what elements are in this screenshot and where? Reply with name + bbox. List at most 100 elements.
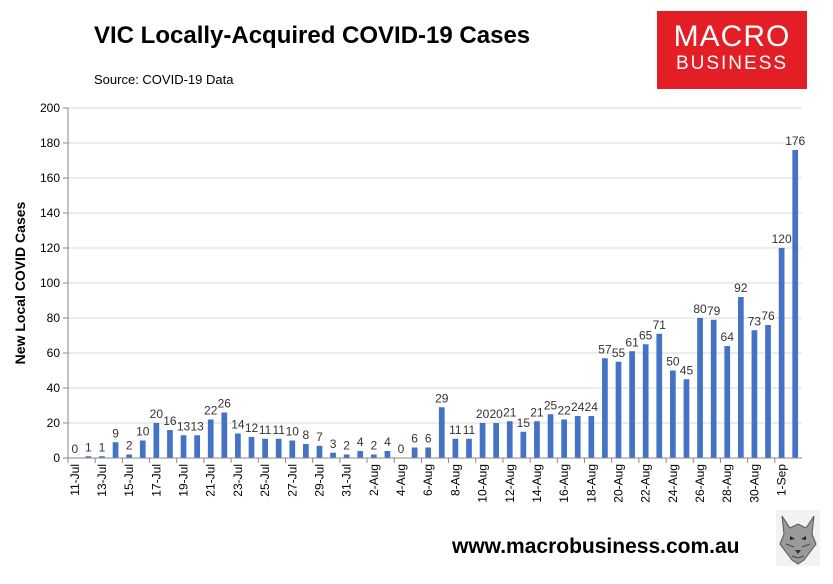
y-tick-label: 20 — [47, 416, 61, 430]
bar — [207, 419, 214, 458]
data-label: 2 — [370, 439, 377, 453]
data-label: 21 — [530, 405, 544, 419]
data-label: 7 — [316, 430, 323, 444]
bar — [737, 297, 744, 458]
bar — [656, 333, 663, 458]
x-tick-label: 8-Aug — [448, 464, 462, 496]
y-tick-label: 200 — [40, 101, 60, 115]
bar — [262, 438, 268, 458]
data-label: 57 — [598, 342, 612, 356]
bar — [221, 412, 228, 458]
data-label: 26 — [218, 397, 232, 411]
data-label: 176 — [785, 134, 805, 148]
data-label: 0 — [71, 442, 78, 456]
bar — [235, 433, 241, 458]
data-label: 11 — [463, 423, 476, 437]
x-tick-label: 14-Aug — [530, 464, 544, 503]
data-label: 92 — [734, 281, 748, 295]
x-tick-label: 25-Jul — [258, 464, 272, 497]
bar — [547, 414, 554, 458]
data-label: 15 — [517, 416, 531, 430]
data-label: 16 — [163, 414, 177, 428]
data-label: 13 — [177, 419, 191, 433]
data-label: 45 — [680, 363, 694, 377]
y-tick-label: 140 — [40, 206, 60, 220]
bar — [180, 435, 187, 458]
x-tick-label: 30-Aug — [747, 464, 761, 503]
bar — [194, 435, 200, 458]
data-label: 4 — [357, 435, 364, 449]
bar — [425, 447, 432, 458]
x-tick-label: 29-Jul — [312, 464, 326, 497]
data-label: 120 — [772, 232, 792, 246]
bar — [561, 419, 567, 458]
gridlines — [68, 107, 802, 459]
x-tick-label: 20-Aug — [612, 464, 626, 503]
data-label: 21 — [503, 405, 517, 419]
data-label: 79 — [707, 304, 721, 318]
data-label: 61 — [625, 335, 639, 349]
data-label: 50 — [666, 355, 680, 369]
data-label: 11 — [272, 423, 285, 437]
y-tick-label: 160 — [40, 171, 60, 185]
data-label: 73 — [748, 314, 762, 328]
data-label: 3 — [330, 437, 337, 451]
data-label: 2 — [343, 439, 350, 453]
bar — [574, 416, 581, 458]
source-note: Source: COVID-19 Data — [94, 72, 234, 87]
data-label: 20 — [150, 407, 164, 421]
x-tick-label: 4-Aug — [394, 464, 408, 496]
data-label: 80 — [693, 302, 707, 316]
bar — [588, 416, 595, 458]
bar — [479, 423, 486, 458]
data-label: 24 — [571, 400, 585, 414]
bar — [493, 423, 500, 458]
bar-series — [85, 150, 799, 458]
x-tick-label: 31-Jul — [340, 464, 354, 497]
bar — [602, 358, 608, 458]
bar — [153, 423, 160, 458]
y-tick-label: 120 — [40, 241, 60, 255]
data-label: 10 — [286, 425, 300, 439]
x-tick-label: 13-Jul — [95, 464, 109, 497]
x-tick-label: 19-Jul — [177, 464, 191, 497]
bar — [642, 344, 649, 458]
x-tick-label: 23-Jul — [231, 464, 245, 497]
x-tick-label: 24-Aug — [666, 464, 680, 503]
x-tick-label: 1-Sep — [775, 464, 789, 496]
x-tick-label: 27-Jul — [285, 464, 299, 497]
bar — [670, 370, 676, 458]
bar — [438, 407, 445, 458]
x-tick-label: 11-Jul — [68, 464, 82, 496]
data-label: 64 — [721, 330, 735, 344]
x-tick-label: 15-Jul — [122, 464, 136, 497]
bar — [751, 330, 758, 458]
x-tick-label: 6-Aug — [421, 464, 435, 496]
bar — [697, 318, 703, 458]
x-tick-label: 12-Aug — [503, 464, 517, 503]
data-label: 14 — [231, 418, 245, 432]
data-label: 9 — [112, 426, 119, 440]
bar — [615, 361, 622, 458]
bar — [112, 442, 119, 458]
data-label: 13 — [190, 419, 204, 433]
bar — [792, 150, 799, 458]
y-axis: 0 20 40 60 80 100 120 140 160 180 200 — [40, 101, 69, 465]
logo-line-2: BUSINESS — [675, 53, 789, 74]
data-label: 22 — [557, 404, 571, 418]
data-label: 11 — [449, 423, 462, 437]
x-tick-label: 28-Aug — [720, 464, 734, 503]
data-label: 10 — [136, 425, 150, 439]
data-label: 29 — [435, 391, 449, 405]
bar — [629, 351, 635, 458]
x-tick-label: 26-Aug — [693, 464, 707, 503]
x-tick-label: 18-Aug — [584, 464, 598, 503]
bar — [452, 438, 459, 458]
x-tick-label: 22-Aug — [639, 464, 653, 503]
macrobusiness-logo: MACRO BUSINESS — [657, 11, 807, 89]
bar — [343, 454, 350, 458]
bar — [248, 437, 255, 458]
x-tick-label: 16-Aug — [557, 464, 571, 503]
bar — [316, 445, 323, 458]
